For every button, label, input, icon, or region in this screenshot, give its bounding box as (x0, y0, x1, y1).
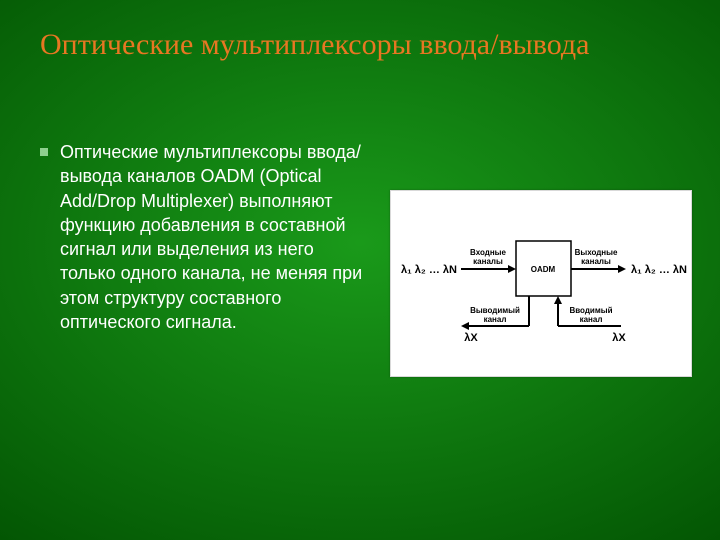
output-channels-label-2: каналы (581, 257, 611, 266)
lambda-right: λ₁ λ₂ … λN (631, 264, 687, 276)
slide-title: Оптические мультиплексоры ввода/вывода (40, 28, 680, 62)
slide: Оптические мультиплексоры ввода/вывода О… (0, 0, 720, 540)
bullet-item: Оптические мультиплексоры ввода/вывода к… (40, 140, 370, 334)
diagram-bg (391, 191, 691, 376)
lambda-drop: λX (464, 332, 478, 344)
add-channel-label-1: Вводимый (569, 306, 612, 315)
input-channels-label-2: каналы (473, 257, 503, 266)
drop-channel-label-2: канал (484, 315, 507, 324)
oadm-box-label: OADM (531, 265, 556, 274)
drop-channel-label-1: Выводимый (470, 306, 520, 315)
add-channel-label-2: канал (580, 315, 603, 324)
oadm-diagram: OADM Входные каналы λ₁ λ₂ … λN Выходные … (390, 190, 692, 377)
bullet-text: Оптические мультиплексоры ввода/вывода к… (60, 140, 370, 334)
bullet-square-icon (40, 148, 48, 156)
output-channels-label-1: Выходные (575, 248, 618, 257)
body-text-region: Оптические мультиплексоры ввода/вывода к… (40, 140, 370, 334)
lambda-left: λ₁ λ₂ … λN (401, 264, 457, 276)
lambda-add: λX (612, 332, 626, 344)
input-channels-label-1: Входные (470, 248, 506, 257)
